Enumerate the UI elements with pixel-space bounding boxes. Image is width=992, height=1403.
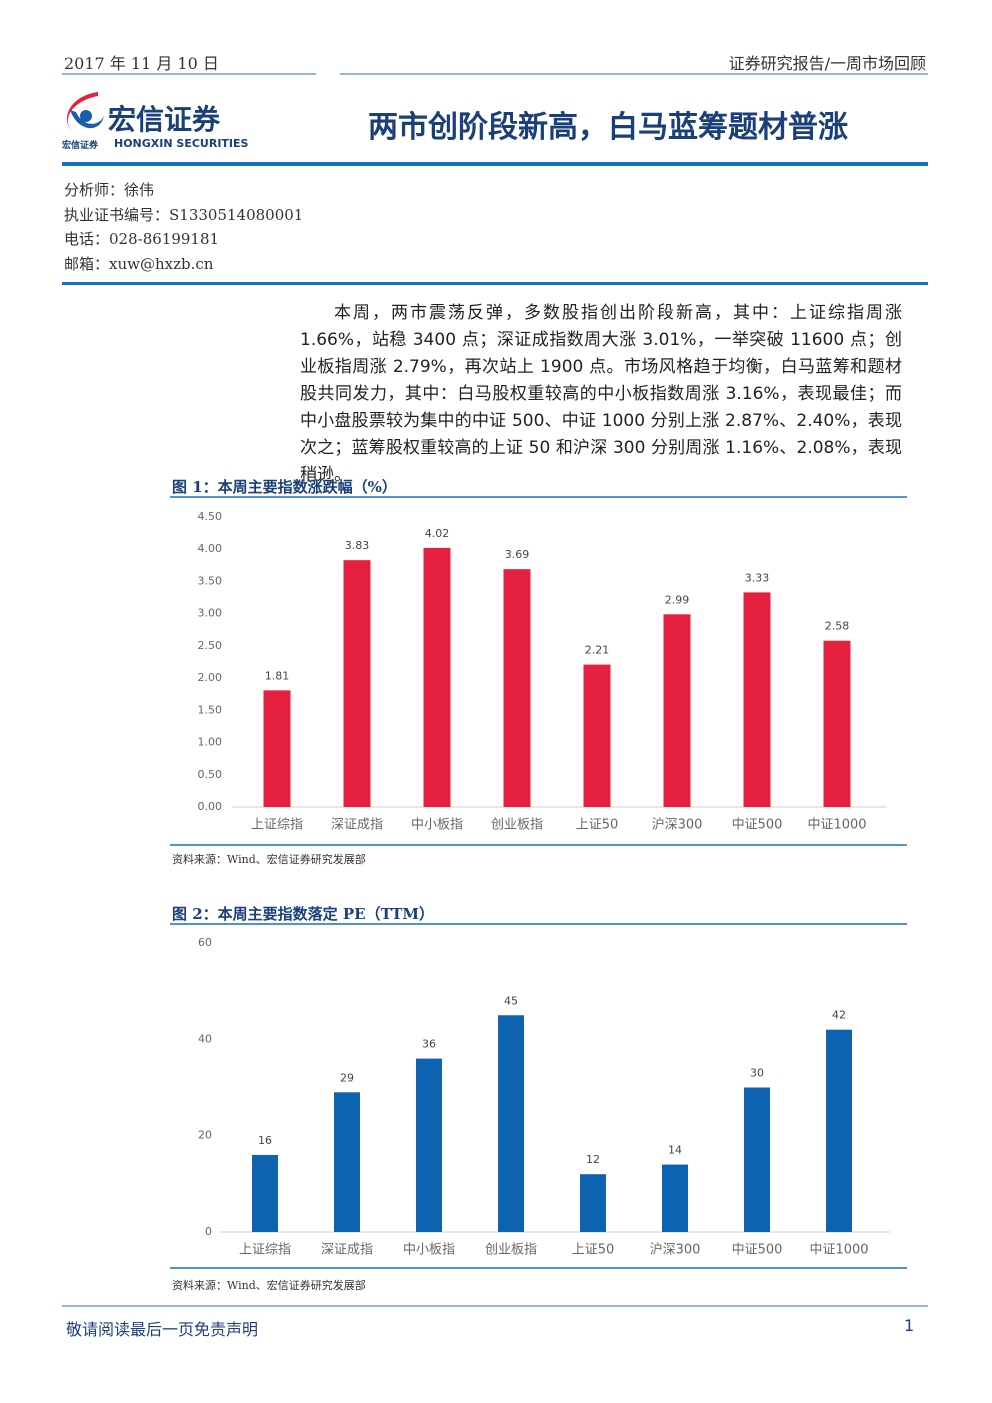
bar [334,1092,360,1232]
x-tick-label: 沪深300 [652,817,703,833]
summary: 本周，两市震荡反弹，多数股指创出阶段新高，其中：上证综指周涨 1.66%，站稳 … [300,303,902,485]
y-tick-label: 0.50 [198,768,223,781]
analyst-line: 邮箱：xuw@hxzb.cn [64,254,214,273]
date: 2017 年 11 月 10 日 [64,54,219,73]
report-title: 两市创阶段新高，白马蓝筹题材普涨 [368,110,848,145]
bar [744,1087,770,1232]
bar [252,1154,278,1232]
source: 资料来源：Wind、宏信证券研究发展部 [172,1279,366,1292]
bar [423,547,451,807]
y-tick-label: 60 [198,936,212,949]
value-label: 4.02 [425,527,450,540]
x-tick-label: 中小板指 [411,818,463,833]
value-label: 30 [750,1067,764,1080]
x-tick-label: 上证综指 [239,1243,291,1258]
x-tick-label: 中证500 [732,1243,783,1258]
bar [583,664,611,807]
x-tick-label: 创业板指 [485,1243,537,1258]
value-label: 3.83 [345,539,370,552]
y-tick-label: 40 [198,1032,212,1045]
x-tick-label: 上证50 [576,818,619,833]
company: 宏信证券 [108,103,221,136]
bar [503,569,531,807]
y-tick-label: 3.00 [198,607,223,620]
value-label: 3.33 [745,571,770,584]
value-label: 42 [832,1009,846,1022]
analyst-info: 分析师：徐伟 执业证书编号：S1330514080001 电话：028-8619… [64,178,303,276]
y-tick-label: 20 [198,1129,212,1142]
bar [263,690,291,807]
y-tick-label: 4.00 [198,542,223,555]
page-number: 1 [904,1316,915,1335]
x-tick-label: 深证成指 [321,1243,373,1258]
y-tick-label: 0.00 [198,800,223,813]
title-rule [62,162,928,166]
x-tick-label: 上证50 [572,1243,615,1258]
value-label: 36 [422,1038,436,1051]
company-en: HONGXIN SECURITIES [114,137,249,150]
value-label: 1.81 [265,669,290,682]
value-label: 3.69 [505,548,530,561]
y-tick-label: 0 [205,1225,212,1238]
x-tick-label: 沪深300 [650,1242,701,1258]
y-tick-label: 1.50 [198,703,223,716]
x-tick-label: 中证1000 [809,1243,868,1258]
bar [416,1058,442,1232]
y-tick-label: 2.00 [198,671,223,684]
y-tick-label: 2.50 [198,639,223,652]
bar [343,560,371,807]
analyst-line: 电话：028-86199181 [64,230,220,248]
bar [743,592,771,807]
analyst-line: 执业证书编号：S1330514080001 [64,205,304,224]
value-label: 16 [258,1134,272,1147]
x-tick-label: 中证1000 [807,818,866,833]
category: 证券研究报告/一周市场回顾 [728,54,926,73]
logo [67,92,104,132]
figure-title: 图 1：本周主要指数涨跌幅（%） [172,478,397,496]
bar [580,1174,606,1232]
x-tick-label: 创业板指 [491,818,543,833]
value-label: 14 [668,1144,682,1157]
bar [663,614,691,807]
analyst-line: 分析师：徐伟 [64,181,155,199]
x-tick-label: 中证500 [732,818,783,833]
value-label: 2.99 [665,593,690,606]
x-tick-label: 深证成指 [331,818,383,833]
y-tick-label: 1.00 [198,736,223,749]
bar [498,1015,524,1232]
value-label: 2.58 [825,620,850,633]
figure-title: 图 2：本周主要指数落定 PE（TTM） [172,905,434,923]
company-small: 宏信证券 [62,141,99,151]
y-tick-label: 4.50 [198,510,223,523]
x-tick-label: 中小板指 [403,1243,455,1258]
value-label: 29 [340,1071,354,1084]
value-label: 12 [586,1153,600,1166]
x-tick-label: 上证综指 [251,818,303,833]
bar [823,640,851,807]
disclaimer: 敬请阅读最后一页免责声明 [66,1320,259,1339]
value-label: 45 [504,994,518,1007]
value-label: 2.21 [585,644,610,657]
info-rule [62,282,928,285]
bar [826,1029,852,1232]
y-tick-label: 3.50 [198,574,223,587]
bar [662,1164,688,1232]
source: 资料来源：Wind、宏信证券研究发展部 [172,853,366,866]
